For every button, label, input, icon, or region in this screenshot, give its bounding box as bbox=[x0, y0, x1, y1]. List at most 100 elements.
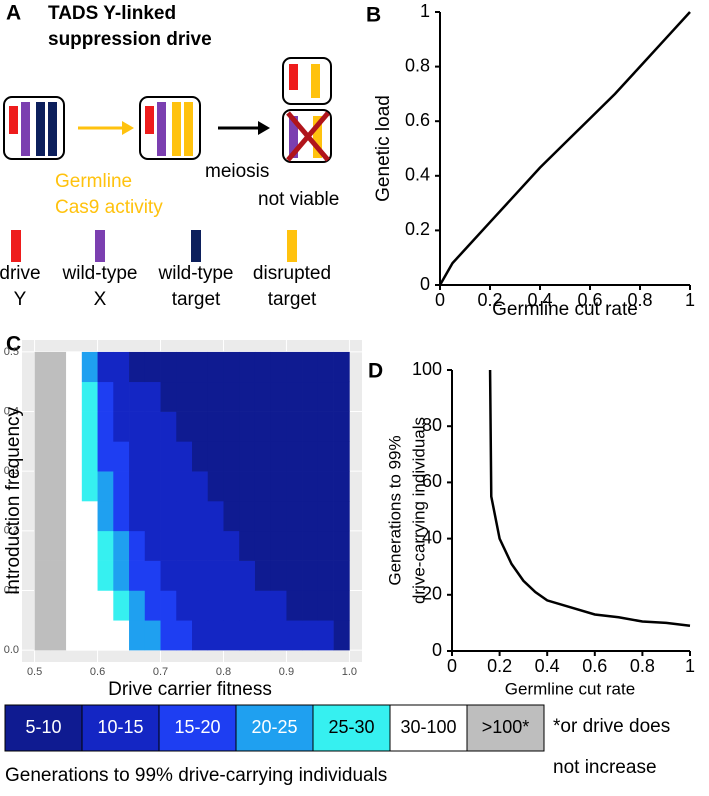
x-tick-label: 0.8 bbox=[630, 656, 655, 676]
heatmap-cell bbox=[270, 560, 287, 591]
panel-label: C bbox=[6, 333, 21, 356]
heatmap-cell bbox=[317, 411, 334, 442]
legend-swatch bbox=[312, 704, 391, 752]
heatmap-cell bbox=[302, 501, 319, 532]
heatmap-cell bbox=[34, 590, 51, 621]
heatmap-cell bbox=[270, 351, 287, 383]
key-label: Y bbox=[14, 289, 27, 310]
heatmap-cell bbox=[50, 620, 67, 651]
line bbox=[438, 11, 691, 286]
heatmap-cell bbox=[81, 441, 98, 472]
heatmap-cell bbox=[333, 351, 350, 383]
y-tick-label: 0.8 bbox=[405, 55, 430, 75]
heatmap-cell bbox=[160, 381, 177, 412]
heatmap-cell bbox=[176, 441, 193, 472]
heatmap-cell bbox=[97, 411, 114, 442]
heatmap-cell bbox=[160, 351, 177, 383]
x-tick-label: 0.6 bbox=[582, 656, 607, 676]
legend-title: Generations to 99% drive-carrying indivi… bbox=[5, 765, 387, 786]
heatmap-cell bbox=[239, 441, 256, 472]
heatmap-cell bbox=[66, 351, 83, 383]
y-tick-label: 0.6 bbox=[405, 110, 430, 130]
heatmap-cell bbox=[66, 590, 83, 621]
heatmap-cell bbox=[333, 620, 350, 651]
heatmap-cell bbox=[113, 471, 130, 502]
heatmap-cell bbox=[270, 411, 287, 442]
heatmap-cell bbox=[176, 411, 193, 442]
heatmap-cell bbox=[207, 441, 224, 472]
heatmap-cell bbox=[34, 471, 51, 502]
heatmap-cell bbox=[176, 501, 193, 532]
heatmap-cell bbox=[270, 530, 287, 561]
heatmap-cell bbox=[254, 501, 272, 532]
heatmap-cell bbox=[333, 411, 350, 442]
heatmap-cell bbox=[81, 351, 98, 383]
heatmap-cell bbox=[50, 501, 67, 532]
heatmap-cell bbox=[50, 351, 67, 383]
heatmap-cell bbox=[239, 530, 256, 561]
heatmap-cell bbox=[144, 501, 161, 532]
annotation: Germline bbox=[55, 171, 132, 192]
heatmap-cell bbox=[192, 590, 209, 621]
heatmap-cell bbox=[176, 620, 193, 651]
heatmap-cell bbox=[97, 620, 114, 651]
y-tick-label: 20 bbox=[422, 584, 442, 604]
heatmap-cell bbox=[113, 590, 130, 621]
heatmap-cell bbox=[239, 411, 256, 442]
heatmap-cell bbox=[97, 471, 114, 502]
heatmap-cell bbox=[81, 471, 98, 502]
heatmap-cell bbox=[129, 441, 146, 472]
heatmap-cell bbox=[113, 381, 130, 412]
x-tick-label: 0.2 bbox=[477, 290, 502, 310]
heatmap-cell bbox=[113, 620, 130, 651]
legend-note: not increase bbox=[553, 757, 657, 778]
heatmap-cell bbox=[207, 530, 224, 561]
heatmap-cell bbox=[144, 620, 161, 651]
heatmap-cell bbox=[302, 530, 319, 561]
x-tick-label: 1 bbox=[685, 656, 695, 676]
heatmap-cell bbox=[129, 620, 146, 651]
heatmap-cell bbox=[176, 381, 193, 412]
heatmap-cell bbox=[286, 620, 303, 651]
heatmap-cell bbox=[239, 501, 256, 532]
heatmap-cell bbox=[129, 351, 146, 383]
heatmap-cell bbox=[66, 530, 83, 561]
legend-label: 25-30 bbox=[328, 717, 374, 737]
heatmap-cell bbox=[223, 501, 240, 532]
legend-swatch bbox=[466, 704, 545, 752]
legend-swatch bbox=[389, 704, 468, 752]
heatmap-cell bbox=[239, 560, 256, 591]
key-label: wild-type bbox=[158, 263, 234, 284]
heatmap-cell bbox=[286, 560, 303, 591]
heatmap-cell bbox=[302, 590, 319, 621]
heatmap-cell bbox=[207, 590, 224, 621]
heatmap-cell bbox=[192, 501, 209, 532]
heatmap-cell bbox=[50, 381, 67, 412]
heatmap-cell bbox=[66, 471, 83, 502]
heatmap-cell bbox=[50, 471, 67, 502]
heatmap-cell bbox=[160, 560, 177, 591]
x-tick-label: 0.4 bbox=[535, 656, 560, 676]
heatmap-cell bbox=[254, 530, 272, 561]
heatmap-cell bbox=[192, 411, 209, 442]
legend-label: 15-20 bbox=[174, 717, 220, 737]
heatmap-cell bbox=[66, 501, 83, 532]
heatmap-cell bbox=[97, 560, 114, 591]
x-tick-label: 0 bbox=[447, 656, 457, 676]
heatmap-cell bbox=[129, 381, 146, 412]
heatmap-cell bbox=[113, 530, 130, 561]
x-axis-label: Germline cut rate bbox=[492, 299, 638, 320]
heatmap-cell bbox=[302, 441, 319, 472]
heatmap-cell bbox=[239, 590, 256, 621]
heatmap-cell bbox=[223, 471, 240, 502]
heatmap-cell bbox=[192, 530, 209, 561]
heatmap-cell bbox=[34, 411, 51, 442]
heatmap-cell bbox=[113, 501, 130, 532]
heatmap-cell bbox=[270, 590, 287, 621]
heatmap-cell bbox=[302, 411, 319, 442]
heatmap-cell bbox=[129, 501, 146, 532]
heatmap-cell bbox=[192, 620, 209, 651]
heatmap-cell bbox=[223, 530, 240, 561]
legend-label: >100* bbox=[482, 717, 530, 737]
